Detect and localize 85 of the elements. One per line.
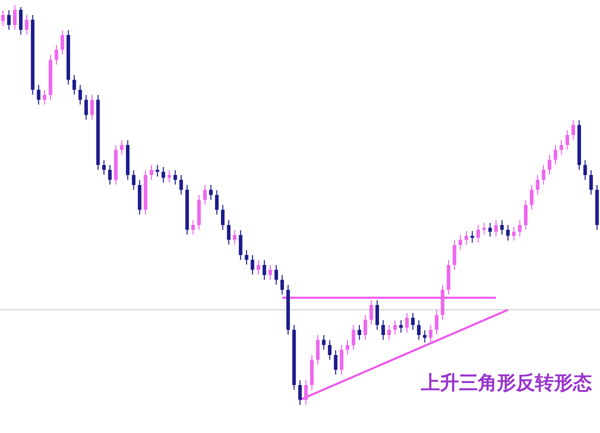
candlestick [1, 10, 5, 26]
candlestick [358, 324, 362, 340]
candlestick [452, 240, 456, 270]
candlestick [191, 220, 195, 236]
candlestick [393, 320, 397, 336]
candlestick [506, 224, 510, 242]
candlestick [13, 4, 17, 30]
candlestick [434, 310, 438, 336]
candlestick [530, 184, 534, 210]
annotation: 上升三角形反转形态 [420, 372, 592, 394]
candlestick [280, 274, 284, 296]
candlestick [352, 324, 356, 350]
candlestick [298, 380, 302, 406]
candlestick [482, 222, 486, 236]
candlestick [346, 340, 350, 356]
candlestick [387, 324, 391, 340]
candlestick [470, 230, 474, 244]
candlestick [488, 222, 492, 238]
candlestick [500, 220, 504, 236]
candlestick [589, 170, 593, 196]
candlestick [399, 320, 403, 334]
candlestick [405, 312, 409, 334]
candlestick [250, 254, 254, 276]
candlestick [209, 184, 213, 200]
candlestick [370, 300, 374, 326]
candlestick [156, 164, 160, 178]
candlestick [583, 160, 587, 180]
candlestick [150, 164, 154, 180]
candlestick [381, 320, 385, 340]
candlestick [542, 164, 546, 186]
candlestick [417, 320, 421, 340]
candlestick [90, 94, 94, 120]
candlestick [72, 74, 76, 96]
candlestick [162, 166, 166, 184]
candlestick [78, 84, 82, 106]
candlestick [494, 220, 498, 238]
candlestick [422, 330, 427, 344]
candlestick [36, 84, 40, 106]
candlestick [215, 190, 219, 216]
candlestick [19, 6, 23, 36]
candlestick [274, 264, 278, 286]
candlestick [375, 300, 380, 330]
candlestick [256, 260, 260, 276]
candlestick [84, 94, 88, 120]
candlestick [428, 324, 432, 344]
candlestick [108, 164, 112, 186]
candlestick [232, 230, 236, 246]
candlestick [328, 340, 332, 360]
candlestick [518, 220, 522, 238]
candlestick [536, 174, 540, 196]
candlestick [566, 130, 570, 150]
candlestick [60, 30, 64, 56]
candlestick [322, 334, 326, 350]
candlestick [42, 90, 46, 106]
candlestick [54, 44, 58, 66]
candlestick [411, 312, 415, 330]
candlestick [220, 204, 225, 230]
candlestick [548, 154, 552, 176]
candlestick [179, 174, 183, 196]
candlestick [102, 160, 106, 176]
candlestick [364, 314, 368, 340]
candlestick [571, 120, 576, 140]
candlestick [560, 140, 564, 156]
candlestick [7, 10, 11, 30]
candlestick [304, 380, 308, 406]
candlestick [334, 350, 338, 376]
candlestick [244, 250, 248, 266]
candlestick [512, 226, 516, 242]
candlestick [340, 344, 344, 376]
candlestick [554, 144, 558, 166]
candlestick [132, 170, 136, 190]
candlestick [238, 230, 242, 260]
candlestick [168, 170, 172, 184]
candlestick [203, 184, 207, 206]
candlestick [316, 334, 320, 366]
candlestick [120, 140, 124, 156]
candlestick [524, 200, 528, 230]
candlestick [268, 264, 272, 280]
candlestick [464, 230, 468, 246]
candlestick [24, 14, 29, 36]
candlestick [173, 170, 178, 186]
candlestick [226, 220, 230, 246]
candlestick [476, 224, 480, 244]
candlestick [262, 260, 266, 280]
candlestick [458, 234, 462, 250]
